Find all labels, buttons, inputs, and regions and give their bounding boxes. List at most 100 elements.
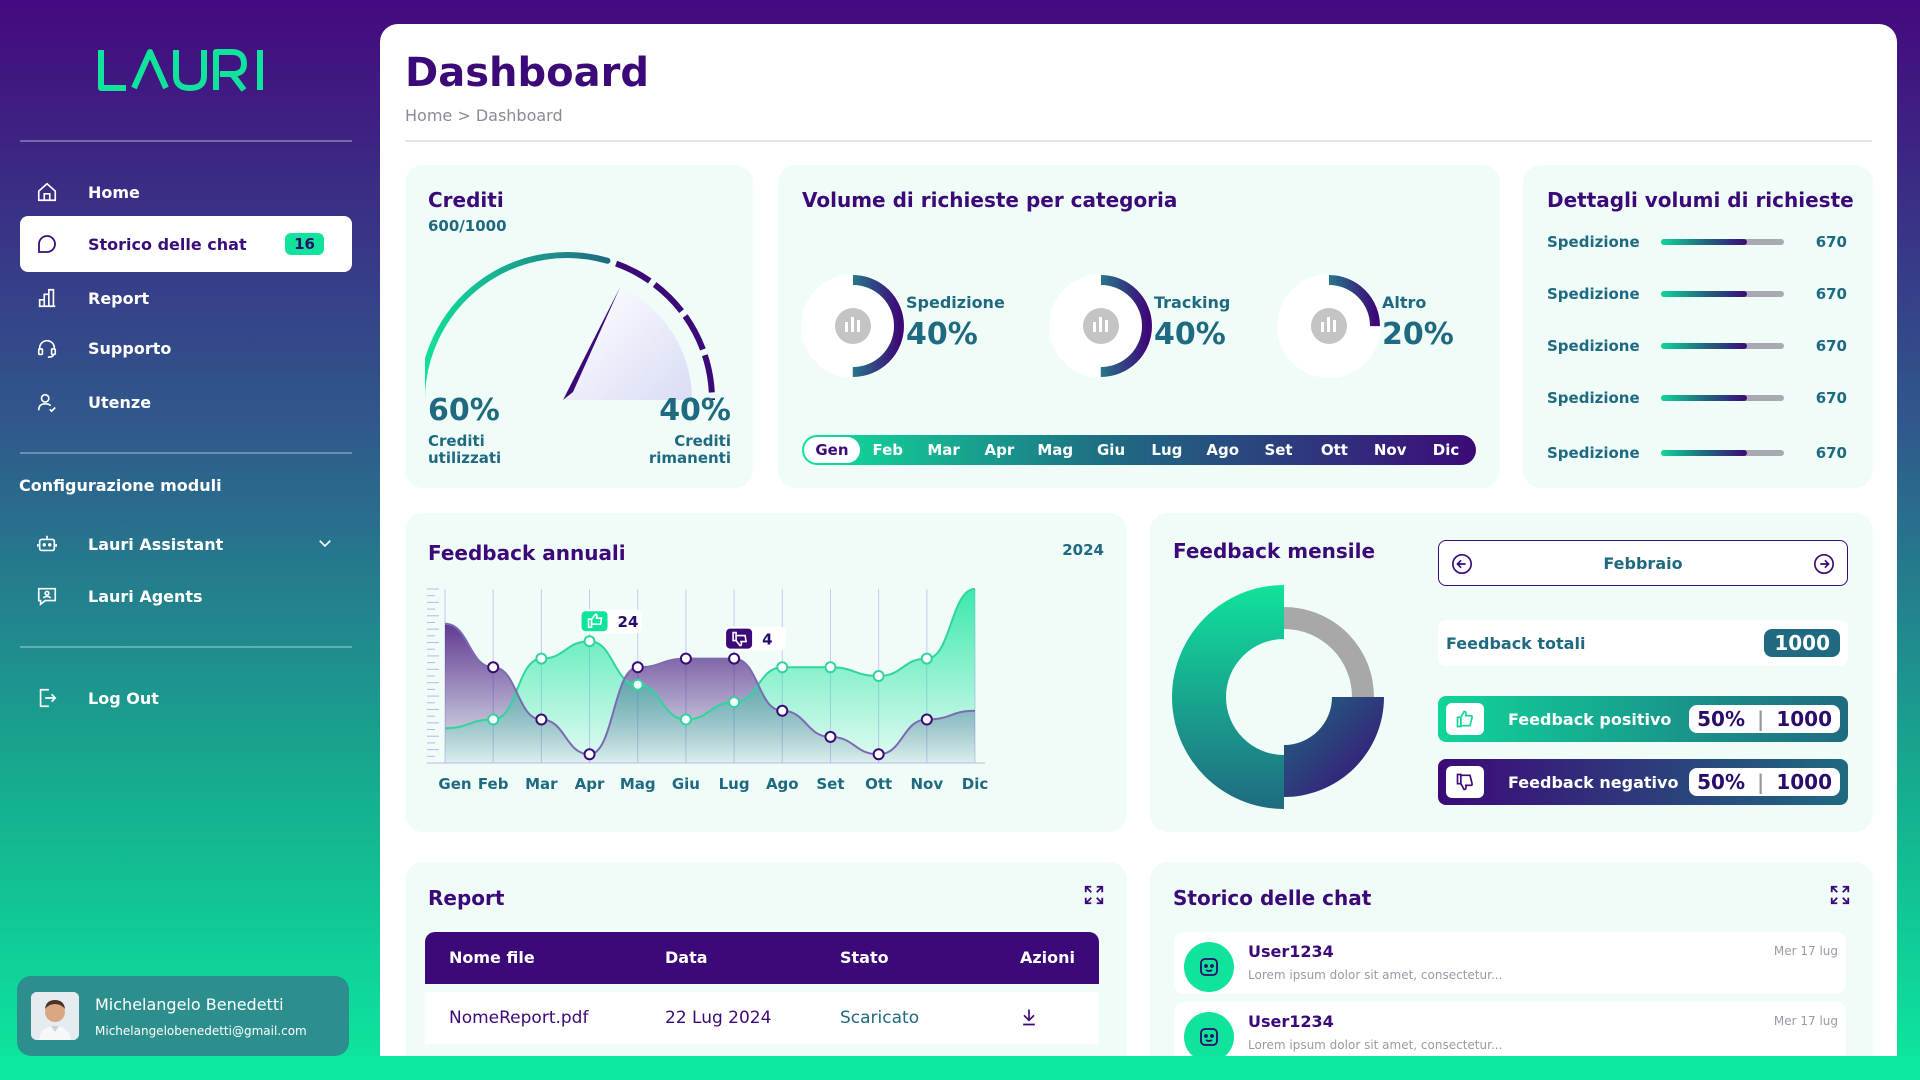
feedback-positive-label: Feedback positivo xyxy=(1508,709,1672,729)
user-card[interactable]: Michelangelo Benedetti Michelangelobened… xyxy=(17,976,349,1056)
data-point[interactable] xyxy=(487,713,500,726)
month-mar[interactable]: Mar xyxy=(927,441,960,459)
detail-value: 670 xyxy=(1815,233,1847,251)
x-tick-label: Apr xyxy=(575,775,605,793)
data-point[interactable] xyxy=(679,713,692,726)
chat-avatar-icon xyxy=(1184,942,1234,992)
sidebar-item-lauri-agents[interactable]: Lauri Agents xyxy=(20,568,352,624)
data-point[interactable] xyxy=(872,748,885,761)
data-point[interactable] xyxy=(583,748,596,761)
x-tick-label: Nov xyxy=(910,775,943,793)
chat-user: User1234 xyxy=(1248,1012,1334,1031)
chevron-down-icon[interactable] xyxy=(316,534,334,556)
month-selector[interactable]: Gen Feb Mar Apr Mag Giu Lug Ago Set Ott Nov Dic xyxy=(802,435,1476,465)
sidebar: Home Storico delle chat 16 Report Suppor… xyxy=(0,0,380,1080)
negative-pct: 50% xyxy=(1697,770,1746,794)
sidebar-item-lauri-assistant[interactable]: Lauri Assistant xyxy=(20,516,352,572)
gauge-wedge xyxy=(567,286,692,400)
list-item[interactable]: User1234 Lorem ipsum dolor sit amet, con… xyxy=(1174,1002,1846,1064)
month-navigator[interactable]: Febbraio xyxy=(1438,540,1848,586)
month-nov[interactable]: Nov xyxy=(1373,441,1407,459)
feedback-total-row: Feedback totali 1000 xyxy=(1438,620,1848,666)
data-point[interactable] xyxy=(631,661,644,674)
data-point[interactable] xyxy=(631,678,644,691)
data-point[interactable] xyxy=(776,704,789,717)
month-dic[interactable]: Dic xyxy=(1432,441,1460,459)
col-data[interactable]: Data xyxy=(665,948,708,967)
month-gen[interactable]: Gen xyxy=(804,437,860,463)
sidebar-item-storico[interactable]: Storico delle chat 16 xyxy=(20,216,352,272)
lauri-logo[interactable] xyxy=(98,48,268,92)
col-nome-file[interactable]: Nome file xyxy=(449,948,535,967)
category-name: Spedizione xyxy=(906,293,1005,312)
x-tick-label: Feb xyxy=(478,775,509,793)
arrow-right-icon[interactable] xyxy=(1813,553,1835,579)
used-label-1: Crediti xyxy=(428,432,485,450)
storico-title: Storico delle chat xyxy=(1173,886,1372,910)
line-positive xyxy=(444,588,976,730)
data-point[interactable] xyxy=(872,670,885,682)
sidebar-item-home[interactable]: Home xyxy=(20,164,352,220)
list-item[interactable]: User1234 Lorem ipsum dolor sit amet, con… xyxy=(1174,932,1846,994)
data-point[interactable] xyxy=(487,661,500,674)
data-point[interactable] xyxy=(535,652,548,665)
crediti-title: Crediti xyxy=(428,188,504,212)
month-set[interactable]: Set xyxy=(1264,441,1293,459)
month-feb[interactable]: Feb xyxy=(872,441,904,459)
detail-label: Spedizione xyxy=(1547,389,1640,407)
data-point[interactable] xyxy=(679,652,692,665)
used-label-2: utilizzati xyxy=(428,449,502,467)
stat-divider: | xyxy=(1757,770,1765,794)
feedback-negative-stats: 50% | 1000 xyxy=(1689,768,1840,796)
month-lug[interactable]: Lug xyxy=(1151,441,1183,459)
feedback-negative-row: Feedback negativo 50% | 1000 xyxy=(1438,759,1848,805)
feedback-annual-chart: Gen Feb Mar Apr Mag Giu Lug Ago Set Ott Nov Dic 24 4 xyxy=(427,588,988,793)
report-file[interactable]: NomeReport.pdf xyxy=(449,1008,589,1028)
negative-count: 1000 xyxy=(1776,770,1832,794)
data-point[interactable] xyxy=(824,730,837,743)
arrow-left-icon[interactable] xyxy=(1451,553,1473,579)
data-point[interactable] xyxy=(728,652,741,665)
sidebar-item-report[interactable]: Report xyxy=(20,270,352,326)
detail-value: 670 xyxy=(1815,444,1847,462)
category-donut-1: Tracking 40% xyxy=(1046,271,1276,381)
detail-fill xyxy=(1660,343,1747,349)
data-point[interactable] xyxy=(583,635,596,648)
data-point[interactable] xyxy=(535,713,548,726)
col-stato[interactable]: Stato xyxy=(840,948,889,967)
sidebar-item-label: Supporto xyxy=(88,338,172,358)
tooltip-value: 24 xyxy=(618,613,639,631)
month-ago[interactable]: Ago xyxy=(1206,441,1240,459)
expand-icon[interactable] xyxy=(1083,884,1105,906)
agent-icon xyxy=(34,583,60,609)
table-row[interactable]: NomeReport.pdf 22 Lug 2024 Scaricato xyxy=(425,992,1099,1044)
month-ott[interactable]: Ott xyxy=(1320,441,1348,459)
chat-time: Mer 17 lug xyxy=(1773,944,1838,958)
user-email: Michelangelobenedetti@gmail.com xyxy=(95,1023,307,1038)
data-point[interactable] xyxy=(824,661,837,674)
bot-icon xyxy=(34,531,60,557)
x-tick-label: Mag xyxy=(620,775,656,793)
sidebar-item-utenze[interactable]: Utenze xyxy=(20,374,352,430)
detail-row: Spedizione 670 xyxy=(1547,389,1847,407)
category-pct: 40% xyxy=(906,317,978,352)
month-giu[interactable]: Giu xyxy=(1096,441,1126,459)
month-apr[interactable]: Apr xyxy=(984,441,1015,459)
expand-icon[interactable] xyxy=(1829,884,1851,906)
sidebar-item-supporto[interactable]: Supporto xyxy=(20,320,352,376)
dettagli-card: Dettagli volumi di richieste Spedizione 6… xyxy=(1523,165,1873,488)
data-point[interactable] xyxy=(920,713,933,726)
chat-preview: Lorem ipsum dolor sit amet, consectetur.… xyxy=(1248,1038,1503,1052)
credits-gauge xyxy=(425,252,715,401)
month-mag[interactable]: Mag xyxy=(1037,441,1074,459)
x-tick-label: Ott xyxy=(865,775,892,793)
data-point[interactable] xyxy=(728,696,741,709)
data-point[interactable] xyxy=(776,661,789,674)
logout-button[interactable]: Log Out xyxy=(20,670,352,726)
detail-track xyxy=(1660,239,1784,245)
data-point[interactable] xyxy=(920,652,933,665)
download-icon[interactable] xyxy=(1019,1006,1039,1033)
breadcrumb[interactable]: Home > Dashboard xyxy=(405,106,563,125)
feedback-total-value: 1000 xyxy=(1764,629,1840,657)
year-label[interactable]: 2024 xyxy=(1062,541,1104,559)
